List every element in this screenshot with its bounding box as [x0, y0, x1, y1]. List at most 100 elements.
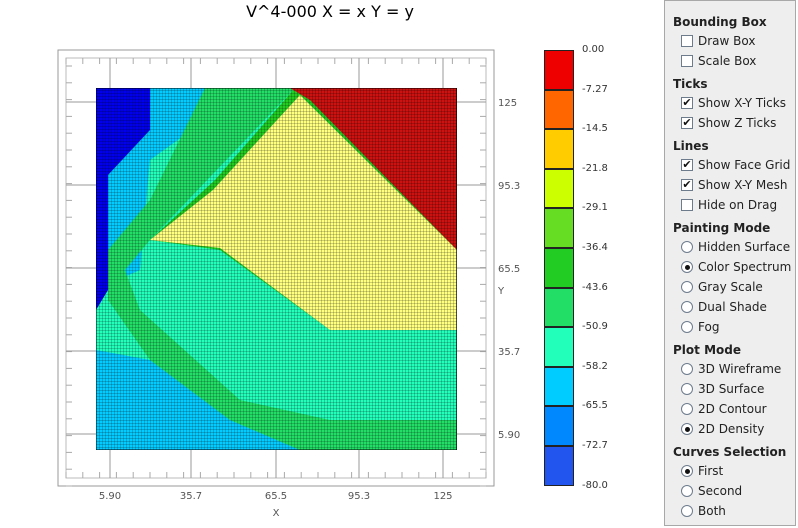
y-tick-label: 95.3 [498, 181, 520, 192]
group-title-painting-mode: Painting Mode [673, 221, 771, 235]
3d-surface-radio[interactable]: 3D Surface [681, 381, 764, 397]
xy-mesh [96, 88, 457, 450]
density-plot[interactable]: 5.90 35.7 65.5 95.3 125 X 125 95.3 65.5 … [0, 0, 660, 528]
legend-label: -21.8 [582, 162, 608, 174]
control-panel: Bounding Box Draw Box Scale Box Ticks ✔ S… [664, 0, 796, 526]
radio-icon [681, 485, 693, 497]
show-face-grid-checkbox[interactable]: ✔ Show Face Grid [681, 157, 790, 173]
color-legend [544, 50, 574, 486]
color-spectrum-radio[interactable]: Color Spectrum [681, 259, 791, 275]
x-tick-label: 5.90 [99, 491, 121, 502]
radio-icon [681, 363, 693, 375]
radio-icon [681, 301, 693, 313]
minor-ticks [65, 58, 487, 487]
legend-label: -65.5 [582, 400, 608, 412]
option-label: Color Spectrum [698, 260, 792, 274]
hide-on-drag-checkbox[interactable]: Hide on Drag [681, 197, 777, 213]
legend-color-cell [544, 247, 574, 288]
option-label: Draw Box [698, 34, 756, 48]
first-curve-radio[interactable]: First [681, 463, 723, 479]
radio-icon [681, 465, 693, 477]
legend-color-cell [544, 89, 574, 130]
draw-box-checkbox[interactable]: Draw Box [681, 33, 755, 49]
y-tick-label: 5.90 [498, 430, 520, 441]
option-label: Second [698, 484, 743, 498]
option-label: Show Face Grid [698, 158, 791, 172]
legend-color-cell [544, 50, 574, 90]
y-axis-name: Y [497, 286, 505, 297]
group-title-ticks: Ticks [673, 77, 708, 91]
option-label: Show X-Y Ticks [698, 96, 786, 110]
x-tick-label: 125 [433, 491, 452, 502]
plot-frame [57, 49, 495, 487]
option-label: Gray Scale [698, 280, 763, 294]
legend-color-cell [544, 406, 574, 446]
second-curve-radio[interactable]: Second [681, 483, 742, 499]
fog-radio[interactable]: Fog [681, 319, 719, 335]
checkbox-icon: ✔ [681, 116, 693, 129]
x-tick-label: 65.5 [265, 491, 287, 502]
option-label: Both [698, 504, 726, 518]
2d-contour-radio[interactable]: 2D Contour [681, 401, 767, 417]
3d-wireframe-radio[interactable]: 3D Wireframe [681, 361, 781, 377]
legend-label: -80.0 [582, 479, 608, 491]
dual-shade-radio[interactable]: Dual Shade [681, 299, 767, 315]
radio-icon [681, 423, 693, 435]
legend-color-cell [544, 208, 574, 248]
radio-icon [681, 321, 693, 333]
legend-color-cell [544, 129, 574, 169]
legend-color-cell [544, 287, 574, 328]
option-label: Hidden Surface [698, 240, 791, 254]
legend-label: -50.9 [582, 321, 608, 333]
scale-box-checkbox[interactable]: Scale Box [681, 53, 756, 69]
legend-label: -36.4 [582, 242, 608, 253]
legend-color-cell [544, 168, 574, 209]
option-label: Show Z Ticks [698, 116, 777, 130]
checkbox-icon: ✔ [681, 178, 693, 191]
x-axis-name: X [273, 508, 280, 519]
option-label: Scale Box [698, 54, 757, 68]
2d-density-radio[interactable]: 2D Density [681, 421, 764, 437]
both-curves-radio[interactable]: Both [681, 503, 726, 519]
radio-icon [681, 383, 693, 395]
gray-scale-radio[interactable]: Gray Scale [681, 279, 763, 295]
y-tick-label: 35.7 [498, 347, 520, 358]
group-title-plot-mode: Plot Mode [673, 343, 741, 357]
group-title-bounding-box: Bounding Box [673, 15, 767, 29]
show-xy-ticks-checkbox[interactable]: ✔ Show X-Y Ticks [681, 95, 786, 111]
option-label: 2D Contour [698, 402, 767, 416]
option-label: 2D Density [698, 422, 765, 436]
legend-label: -58.2 [582, 360, 608, 372]
checkbox-icon [681, 35, 693, 47]
y-tick-label: 125 [498, 98, 517, 109]
legend-label: -43.6 [582, 281, 608, 293]
x-tick-label: 35.7 [180, 491, 202, 502]
option-label: 3D Wireframe [698, 362, 782, 376]
legend-color-cell [544, 366, 574, 407]
option-label: Fog [698, 320, 720, 334]
option-label: Hide on Drag [698, 198, 778, 212]
plot-title: V^4-000 X = x Y = y [246, 2, 414, 21]
legend-label: 0.00 [582, 44, 605, 55]
show-z-ticks-checkbox[interactable]: ✔ Show Z Ticks [681, 115, 776, 131]
hidden-surface-radio[interactable]: Hidden Surface [681, 239, 790, 255]
checkbox-icon [681, 199, 693, 211]
legend-color-cell [544, 445, 574, 486]
radio-icon [681, 505, 693, 517]
option-label: Dual Shade [698, 300, 767, 314]
checkbox-icon [681, 55, 693, 67]
legend-color-cell [544, 327, 574, 367]
legend-label: -72.7 [582, 440, 608, 451]
legend-label: -29.1 [582, 202, 608, 214]
option-label: 3D Surface [698, 382, 765, 396]
radio-icon [681, 403, 693, 415]
x-tick-label: 95.3 [348, 491, 370, 502]
option-label: Show X-Y Mesh [698, 178, 788, 192]
y-tick-label: 65.5 [498, 264, 520, 275]
radio-icon [681, 261, 693, 273]
group-title-lines: Lines [673, 139, 709, 153]
group-title-curves-selection: Curves Selection [673, 445, 787, 459]
checkbox-icon: ✔ [681, 158, 693, 171]
legend-label: -14.5 [582, 123, 608, 135]
show-xy-mesh-checkbox[interactable]: ✔ Show X-Y Mesh [681, 177, 787, 193]
